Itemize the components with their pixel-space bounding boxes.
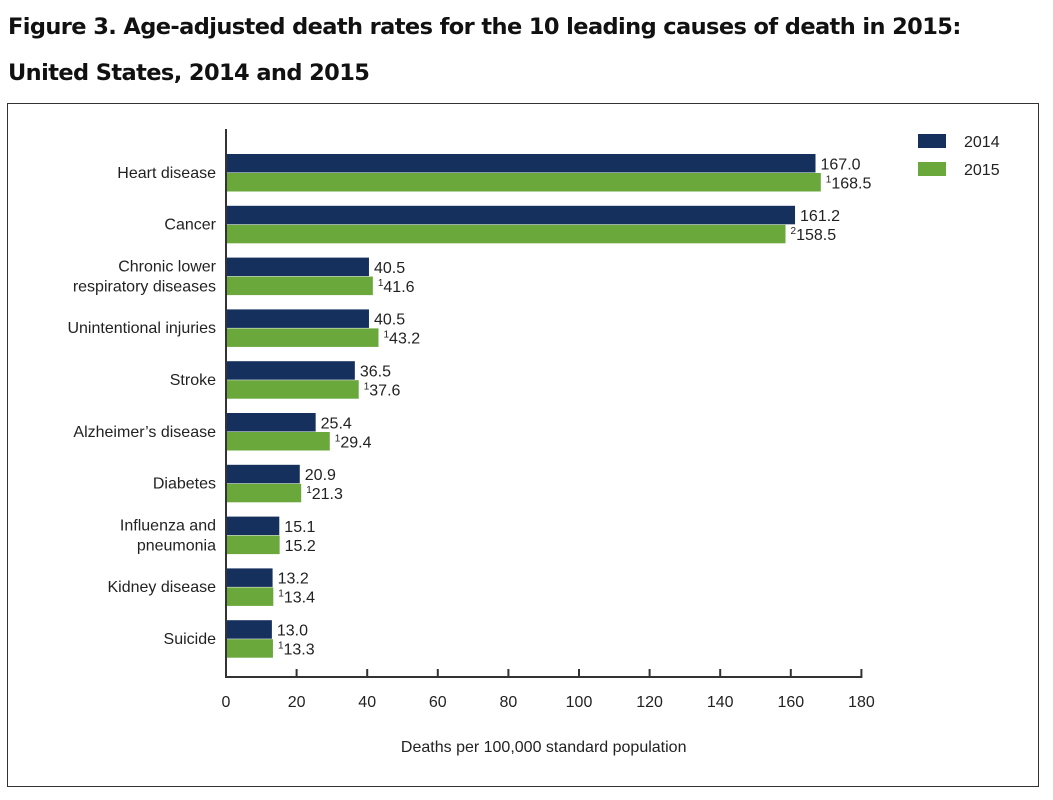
legend-label: 2015 xyxy=(964,162,1000,179)
legend: 2014 2015 xyxy=(918,134,1000,179)
x-tick-label: 80 xyxy=(500,694,518,711)
data-label: 137.6 xyxy=(364,381,401,399)
bar-2014 xyxy=(226,154,816,173)
x-tick-label: 60 xyxy=(429,694,447,711)
x-tick-label: 160 xyxy=(777,694,804,711)
bar-2015 xyxy=(226,639,273,658)
figure-title: Figure 3. Age-adjusted death rates for t… xyxy=(8,14,961,86)
x-tick-label: 100 xyxy=(566,694,593,711)
data-label: 25.4 xyxy=(321,415,352,432)
data-label: 161.2 xyxy=(800,208,840,225)
category-label: Kidney disease xyxy=(107,579,216,596)
data-label: 129.4 xyxy=(335,433,372,451)
data-label: 1168.5 xyxy=(826,174,872,192)
x-tick-label: 20 xyxy=(288,694,306,711)
bar-2015 xyxy=(226,483,302,503)
legend-swatch-2014 xyxy=(918,134,946,148)
legend-swatch-2015 xyxy=(918,162,946,176)
category-label: Alzheimer’s disease xyxy=(73,424,216,441)
bar-chart: 0 20 40 60 80 100 120 140 160 180 Deaths per 100,0… xyxy=(67,129,1000,756)
bar-2014 xyxy=(226,620,272,639)
data-label: 36.5 xyxy=(360,363,391,380)
bar-2014 xyxy=(226,516,280,536)
x-tick-label: 0 xyxy=(222,694,231,711)
chart-frame: 0 20 40 60 80 100 120 140 160 180 Deaths per 100,0… xyxy=(7,103,1039,787)
category-label: Unintentional injuries xyxy=(67,320,216,337)
axes: 0 20 40 60 80 100 120 140 160 180 Deaths per 100,0… xyxy=(222,129,875,756)
bar-2015 xyxy=(226,587,274,606)
bar-2014 xyxy=(226,309,369,328)
category-label: Chronic lower respiratory diseases xyxy=(73,258,217,295)
bar-2014 xyxy=(226,205,796,225)
x-tick-label: 40 xyxy=(358,694,376,711)
category-label: Suicide xyxy=(164,631,217,648)
category-label: Heart disease xyxy=(117,165,216,182)
data-label: 113.4 xyxy=(278,589,315,607)
data-label: 121.3 xyxy=(306,485,343,503)
x-tick-label: 120 xyxy=(636,694,663,711)
bar-2015 xyxy=(226,173,821,192)
data-label: 40.5 xyxy=(374,260,405,277)
data-label: 13.0 xyxy=(277,622,308,639)
x-tick-label: 140 xyxy=(707,694,734,711)
data-label: 20.9 xyxy=(305,467,336,484)
data-label: 15.1 xyxy=(284,519,315,536)
bar-2015 xyxy=(226,224,786,244)
bar-2015 xyxy=(226,432,330,451)
x-axis-title: Deaths per 100,000 standard population xyxy=(401,739,687,756)
category-label: Influenza and pneumonia xyxy=(120,517,216,554)
data-label: 13.2 xyxy=(278,571,309,588)
data-label: 141.6 xyxy=(378,278,415,296)
bar-2014 xyxy=(226,257,369,277)
bar-2014 xyxy=(226,568,273,587)
data-label: 113.3 xyxy=(278,640,315,658)
category-label: Cancer xyxy=(164,217,216,234)
legend-label: 2014 xyxy=(964,134,1000,151)
category-label: Stroke xyxy=(170,372,216,389)
x-tick-label: 180 xyxy=(848,694,875,711)
category-label: Diabetes xyxy=(153,476,216,493)
bar-2015 xyxy=(226,328,379,347)
data-label: 167.0 xyxy=(821,156,861,173)
bar-2015 xyxy=(226,276,373,296)
bars-layer xyxy=(226,154,821,658)
bar-2014 xyxy=(226,464,300,484)
bar-2015 xyxy=(226,535,280,555)
bar-2015 xyxy=(226,380,359,399)
bar-2014 xyxy=(226,361,355,380)
data-label: 2158.5 xyxy=(791,226,837,244)
data-label: 15.2 xyxy=(285,538,316,555)
data-label: 40.5 xyxy=(374,312,405,329)
data-label: 143.2 xyxy=(383,330,420,348)
bar-2014 xyxy=(226,413,316,432)
